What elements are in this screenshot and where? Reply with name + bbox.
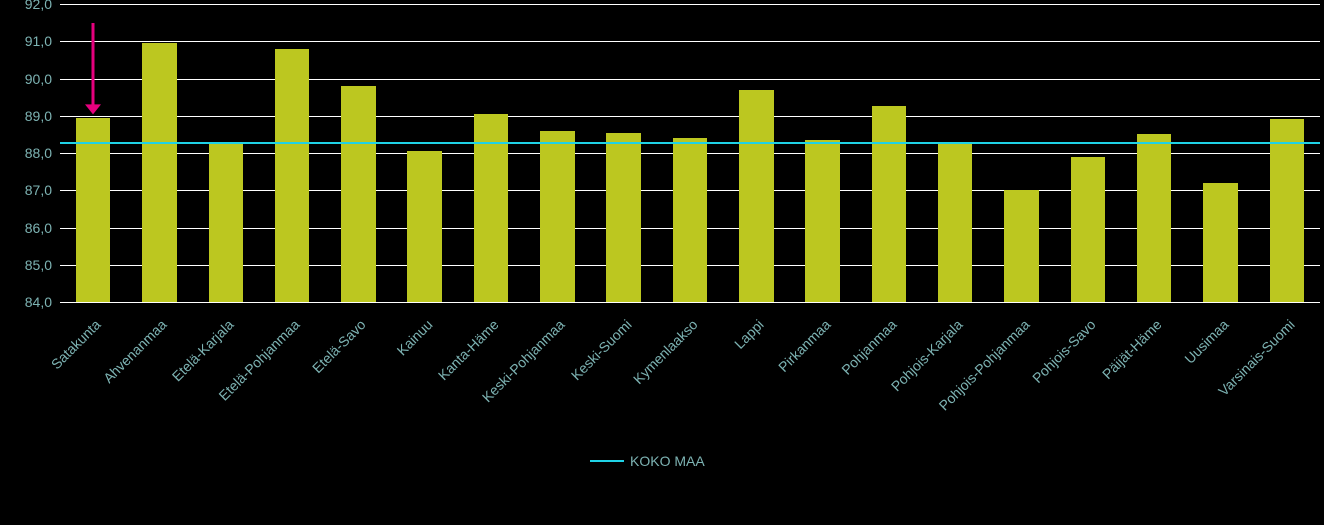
bar — [673, 138, 707, 302]
bar — [805, 140, 839, 302]
bar — [872, 106, 906, 302]
bar — [1004, 190, 1038, 302]
bar — [1137, 134, 1171, 302]
y-tick-label: 90,0 — [2, 71, 52, 87]
reference-line — [60, 142, 1320, 144]
y-tick-label: 87,0 — [2, 182, 52, 198]
y-tick-label: 89,0 — [2, 108, 52, 124]
bars-layer — [60, 4, 1320, 302]
bar — [938, 142, 972, 302]
y-tick-label: 86,0 — [2, 220, 52, 236]
gridline — [60, 302, 1320, 303]
y-tick-label: 85,0 — [2, 257, 52, 273]
bar-chart: KOKO MAA 84,085,086,087,088,089,090,091,… — [0, 0, 1324, 525]
x-tick-label: Päijät-Häme — [1012, 316, 1165, 469]
bar — [540, 131, 574, 302]
bar — [1270, 119, 1304, 302]
arrow-icon — [83, 23, 103, 122]
y-tick-label: 84,0 — [2, 294, 52, 310]
bar — [142, 43, 176, 302]
bar — [275, 49, 309, 302]
bar — [739, 90, 773, 302]
bar — [341, 86, 375, 302]
bar — [76, 118, 110, 302]
bar — [1071, 157, 1105, 302]
bar — [606, 133, 640, 302]
x-tick-label: Varsinais-Suomi — [1145, 316, 1298, 469]
y-tick-label: 91,0 — [2, 33, 52, 49]
y-tick-label: 92,0 — [2, 0, 52, 12]
y-tick-label: 88,0 — [2, 145, 52, 161]
plot-area — [60, 4, 1320, 302]
bar — [209, 144, 243, 302]
bar — [1203, 183, 1237, 302]
bar — [407, 151, 441, 302]
